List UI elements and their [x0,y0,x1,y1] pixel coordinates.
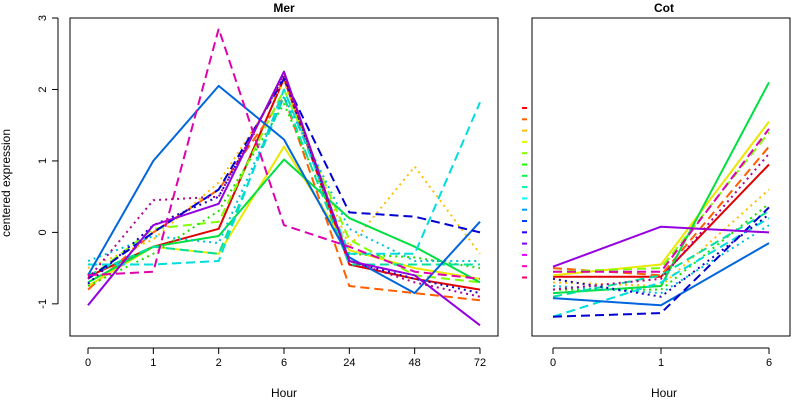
cot-x-tick-label: 0 [550,357,556,369]
mer-series-line-3 [87,81,481,270]
cot-axes: 0 1 6 [550,347,772,369]
mer-x-tick-label: 24 [343,357,355,369]
mer-series-line-12 [87,77,481,280]
mer-x-tick-label: 2 [216,357,222,369]
cot-series-line-13 [552,213,770,298]
mer-x-tick-label: 0 [85,357,91,369]
y-tick-label: -1 [37,299,49,309]
cot-panel-title: Cot [654,1,674,15]
mer-series-line-14 [87,70,481,327]
cot-series-line-1 [553,163,770,278]
y-tick-label: 0 [37,229,49,235]
mer-series-line-10 [87,95,480,262]
cot-series-line-8 [552,210,770,298]
cot-x-tick-label: 6 [766,357,772,369]
y-tick-label: 2 [37,86,49,92]
cot-series-line-9 [552,217,770,318]
mer-series-line-11 [87,84,481,295]
mer-series-group [87,27,481,327]
mer-x-tick-label: 6 [281,357,287,369]
mer-series-line-15 [87,27,481,280]
cot-series-group [552,81,770,318]
mer-series-line-9 [88,88,481,266]
mer-series-line-6 [87,102,481,287]
series-color-key [522,107,527,279]
y-tick-label: 3 [37,15,49,21]
mer-series-line-2 [87,95,481,302]
mer-axes: 0 1 2 6 24 48 72 -1 0 1 2 3 [37,15,486,369]
cot-series-line-7 [552,81,770,295]
y-tick-label: 1 [37,158,49,164]
mer-series-line-8 [87,95,480,277]
mer-x-axis-label: Hour [271,386,297,400]
cot-series-line-11 [552,242,770,307]
cot-plot-frame [531,17,791,337]
mer-panel-title: Mer [273,1,295,15]
mer-series-line-1 [87,77,481,291]
mer-x-tick-label: 48 [409,357,421,369]
cot-x-axis-label: Hour [651,386,677,400]
cot-series-line-15 [553,128,770,273]
mer-series-line-16 [87,74,481,298]
mer-series-line-5 [87,88,481,284]
mer-x-tick-label: 1 [150,357,156,369]
y-axis-label: centered expression [0,129,13,237]
cot-series-line-14 [552,225,770,268]
cot-series-line-16 [552,153,770,291]
cot-series-line-5 [552,131,770,273]
cot-x-tick-label: 1 [658,357,664,369]
mer-plot-frame [69,17,499,337]
cot-series-line-10 [552,224,770,295]
cot-series-line-12 [552,206,770,318]
mer-x-tick-label: 72 [474,357,486,369]
